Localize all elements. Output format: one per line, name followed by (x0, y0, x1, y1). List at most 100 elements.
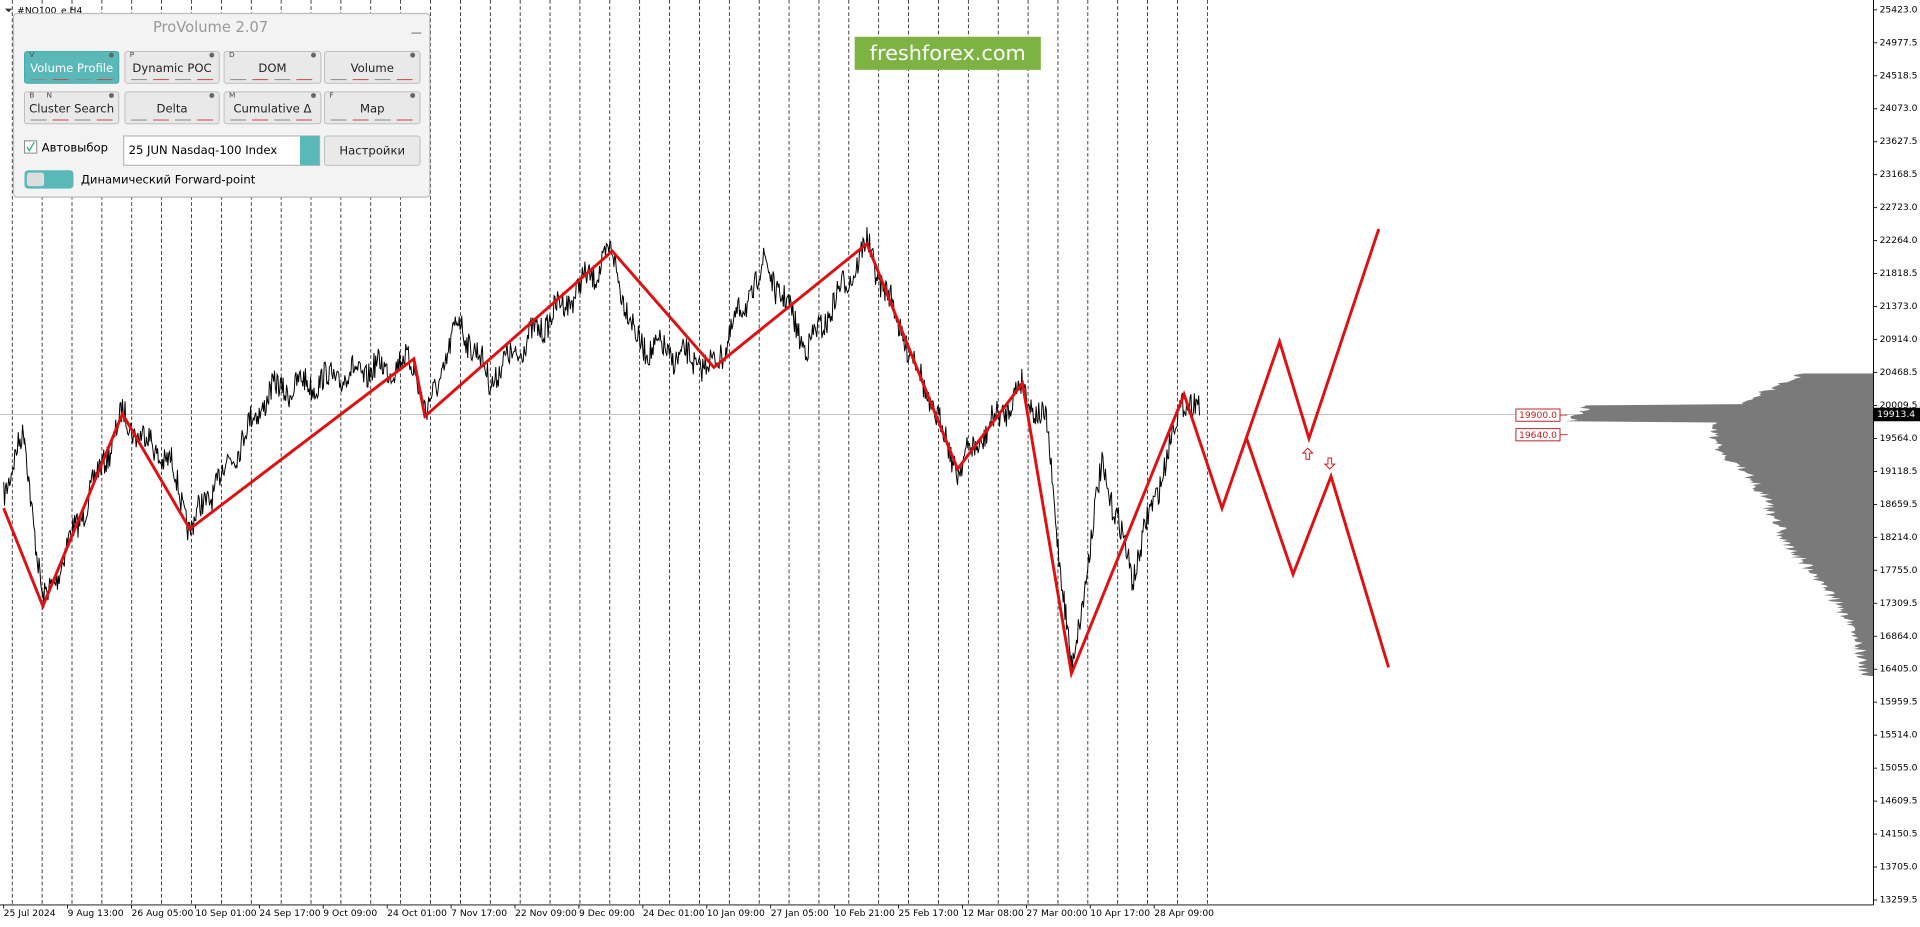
current-price: 19913.4 (1877, 409, 1915, 420)
tool-label: DOM (258, 61, 286, 75)
tool-label: Cluster Search (29, 102, 114, 116)
tool-label: Dynamic POC (132, 61, 211, 75)
up-arrow (1301, 447, 1314, 460)
symbol-arrow (4, 8, 13, 13)
instrument-value: 25 JUN Nasdaq-100 Index (129, 143, 278, 157)
toggle-knob (26, 172, 45, 187)
price-label: 19564.0 (1880, 433, 1918, 444)
tool-button[interactable] (223, 50, 322, 84)
price-label: 20468.5 (1880, 367, 1918, 378)
price-label: 19118.5 (1880, 466, 1918, 477)
tool-label: Map (360, 102, 385, 116)
time-label: 10 Apr 17:00 (1090, 908, 1150, 919)
price-label: 15959.5 (1880, 697, 1918, 708)
period-separators (11, 0, 1208, 905)
provolume-panel: ProVolume 2.07 Volume Profile V Dynamic PO… (12, 12, 431, 198)
tool-button[interactable] (223, 91, 322, 125)
gear (108, 93, 114, 98)
gear (209, 93, 215, 98)
symbol-label: #NQ100_e,H4 (17, 6, 82, 17)
time-label: 24 Dec 01:00 (643, 908, 705, 919)
tool-key: P (130, 50, 135, 59)
current-price-box (1873, 407, 1920, 422)
time-label: 28 Apr 09:00 (1154, 908, 1214, 919)
checkbox[interactable] (24, 140, 38, 154)
price-label: 20009.5 (1880, 400, 1918, 411)
zigzag-alt-forecast (1245, 437, 1390, 668)
price-label: 22723.0 (1880, 202, 1918, 213)
time-label: 10 Sep 01:00 (195, 908, 256, 919)
select-spinner[interactable] (300, 135, 320, 166)
time-label: 9 Aug 13:00 (68, 908, 124, 919)
price-label: 21373.0 (1880, 301, 1918, 312)
tool-key: F (329, 91, 333, 100)
time-label: 27 Jan 05:00 (771, 908, 829, 919)
time-label: 10 Jan 09:00 (707, 908, 765, 919)
time-label: 25 Jul 2024 (4, 908, 56, 919)
time-label: 12 Mar 08:00 (962, 908, 1023, 919)
gear (311, 52, 316, 58)
gear (410, 93, 416, 98)
tool-key: D (229, 50, 235, 59)
price-label: 16405.0 (1880, 664, 1918, 675)
autoselect-label[interactable]: Автовыбор (42, 141, 108, 155)
gear (209, 52, 215, 58)
price-label: 23627.5 (1880, 136, 1918, 147)
check (26, 141, 35, 152)
price-label: 24073.0 (1880, 103, 1918, 114)
instrument-select[interactable] (123, 135, 321, 166)
level-box (1515, 428, 1561, 442)
tool-key: V (29, 50, 34, 59)
time-label: 7 Nov 17:00 (451, 908, 507, 919)
price-label: 14609.5 (1880, 796, 1918, 807)
price-axis: 25423.0 24977.5 24518.5 24073.0 23627.5 23168… (1873, 4, 1918, 906)
price-label: 22264.0 (1880, 235, 1918, 246)
price-label: 13705.0 (1880, 862, 1918, 873)
panel-title: ProVolume 2.07 (153, 19, 268, 36)
price-label: 17309.5 (1880, 598, 1918, 609)
price-label: 24518.5 (1880, 70, 1918, 81)
price-label: 18659.5 (1880, 499, 1918, 510)
level-label: 19640.0 (1519, 430, 1557, 441)
gear (108, 52, 114, 58)
time-label: 10 Feb 21:00 (835, 908, 895, 919)
watermark: freshforex.com (870, 41, 1026, 65)
time-label: 24 Oct 01:00 (387, 908, 447, 919)
tool-label: Volume Profile (30, 61, 113, 75)
tool-button[interactable] (24, 91, 120, 125)
tool-button[interactable] (124, 50, 220, 84)
price-label: 21818.5 (1880, 268, 1918, 279)
gear (410, 52, 416, 58)
tool-key: N (47, 91, 52, 100)
time-label: 24 Sep 17:00 (259, 908, 320, 919)
tool-label: Cumulative Δ (233, 102, 311, 116)
tool-key: M (229, 91, 235, 100)
tool-button[interactable] (324, 91, 421, 125)
tool-key: B (29, 91, 34, 100)
forward-point-label: Динамический Forward-point (81, 173, 256, 187)
time-label: 27 Mar 00:00 (1026, 908, 1087, 919)
price-label: 15514.0 (1880, 730, 1918, 741)
watermark-box (854, 36, 1041, 70)
price-label: 16864.0 (1880, 631, 1918, 642)
level-label: 19900.0 (1519, 410, 1557, 421)
time-label: 26 Aug 05:00 (132, 908, 194, 919)
time-label: 22 Nov 09:00 (515, 908, 577, 919)
price-label: 25423.0 (1880, 4, 1918, 15)
price-label: 18214.0 (1880, 532, 1918, 543)
tool-button[interactable] (124, 91, 220, 125)
tool-button[interactable] (324, 50, 421, 84)
tool-button[interactable] (24, 50, 120, 84)
tool-label: Delta (157, 102, 188, 116)
settings-button[interactable] (324, 135, 421, 166)
zigzag-forecast (2, 228, 1381, 679)
gear (311, 93, 316, 98)
price-label: 13259.5 (1880, 895, 1918, 906)
time-axis: 25 Jul 2024 9 Aug 13:00 26 Aug 05:00 10 Sep… (3, 904, 1214, 919)
price-label: 14150.5 (1880, 829, 1918, 840)
price-label: 24977.5 (1880, 37, 1918, 48)
settings-label: Настройки (339, 144, 405, 158)
price-label: 15055.0 (1880, 763, 1918, 774)
